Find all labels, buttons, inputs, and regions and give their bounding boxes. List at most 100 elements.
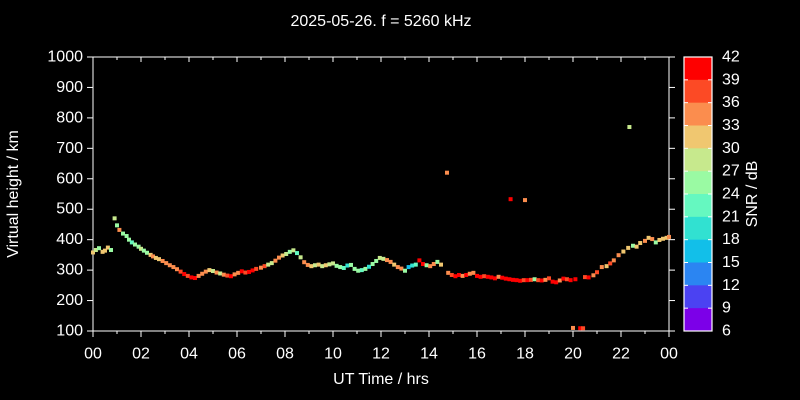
data-point xyxy=(189,275,194,280)
x-tick-label: 00 xyxy=(84,346,102,363)
data-point xyxy=(565,277,569,282)
data-point xyxy=(153,255,158,260)
colorbar-tick-label: 42 xyxy=(722,49,740,66)
data-point xyxy=(523,198,527,203)
colorbar-tick-label: 33 xyxy=(722,117,740,134)
data-point xyxy=(171,265,176,270)
data-point xyxy=(399,266,404,271)
colorbar-tick-labels: 42 39 36 33 30 27 24 21 18 15 12 9 6 xyxy=(722,49,740,340)
data-point xyxy=(115,223,119,228)
data-point xyxy=(431,262,436,267)
data-point xyxy=(392,262,397,267)
data-point xyxy=(103,248,107,253)
data-point xyxy=(518,278,523,283)
data-point xyxy=(493,276,497,281)
data-point xyxy=(449,272,454,277)
data-point xyxy=(536,278,541,283)
data-point xyxy=(421,262,425,267)
colorbar-segment xyxy=(684,262,712,286)
data-point xyxy=(129,240,134,245)
data-point xyxy=(388,259,393,264)
data-point xyxy=(573,277,578,282)
colorbar-tick-label: 36 xyxy=(722,94,740,111)
data-point xyxy=(327,262,332,267)
data-point xyxy=(247,269,251,274)
data-point xyxy=(424,263,429,268)
data-point xyxy=(485,274,490,279)
data-point xyxy=(457,272,461,277)
data-point xyxy=(313,263,317,268)
data-point xyxy=(352,266,357,271)
data-point xyxy=(109,248,113,253)
data-point xyxy=(514,278,519,283)
data-point xyxy=(225,273,230,278)
data-point xyxy=(334,263,339,268)
data-point xyxy=(406,265,411,270)
data-point xyxy=(320,264,325,269)
data-point xyxy=(460,273,465,278)
data-point xyxy=(664,235,669,240)
data-point xyxy=(287,249,292,254)
data-point xyxy=(309,264,314,269)
data-point xyxy=(508,197,513,202)
data-point xyxy=(133,242,137,247)
data-point xyxy=(557,278,562,283)
colorbar-segment xyxy=(684,194,712,218)
colorbar-segment xyxy=(684,125,712,149)
colorbar-segment xyxy=(684,57,712,81)
data-point xyxy=(503,276,508,281)
data-point xyxy=(148,252,153,257)
data-point xyxy=(359,268,364,273)
data-point xyxy=(298,255,303,260)
y-tick-label: 900 xyxy=(56,79,83,96)
data-point xyxy=(356,268,361,273)
data-point xyxy=(316,262,321,267)
data-point xyxy=(160,258,165,263)
colorbar-tick-label: 30 xyxy=(722,140,740,157)
data-point xyxy=(627,125,632,130)
data-point xyxy=(341,265,346,270)
y-tick-label: 800 xyxy=(56,109,83,126)
data-point xyxy=(185,273,190,278)
colorbar-tick-label: 18 xyxy=(722,231,740,248)
data-point xyxy=(543,277,548,282)
y-tick-label: 400 xyxy=(56,231,83,248)
y-tick-label: 200 xyxy=(56,292,83,309)
data-point xyxy=(345,263,350,268)
data-point xyxy=(331,261,335,266)
y-axis-ticks xyxy=(87,56,675,332)
data-point xyxy=(157,257,161,262)
x-tick-label: 20 xyxy=(564,346,582,363)
data-point xyxy=(232,272,237,277)
data-point xyxy=(403,268,407,273)
data-point xyxy=(657,237,662,242)
data-point xyxy=(305,262,310,267)
x-tick-label: 04 xyxy=(180,346,198,363)
data-point xyxy=(608,261,613,266)
data-point xyxy=(604,264,609,269)
data-point xyxy=(532,277,537,282)
colorbar-tick-label: 21 xyxy=(722,208,740,225)
data-point xyxy=(218,271,223,276)
data-point xyxy=(127,237,131,242)
data-point xyxy=(254,266,259,271)
colorbar-tick-label: 6 xyxy=(722,323,731,340)
colorbar-segment xyxy=(684,79,712,104)
y-tick-label: 100 xyxy=(56,323,83,340)
data-point xyxy=(377,255,382,260)
data-point xyxy=(374,258,379,263)
data-point xyxy=(97,246,101,251)
data-point xyxy=(496,274,501,279)
data-point xyxy=(100,249,105,254)
data-point xyxy=(568,278,573,283)
data-point xyxy=(243,270,248,275)
x-tick-label: 18 xyxy=(516,346,534,363)
chart-title: 2025-05-26. f = 5260 kHz xyxy=(290,13,472,30)
colorbar-segment xyxy=(684,148,712,172)
data-point xyxy=(595,270,599,275)
data-point xyxy=(547,276,551,281)
data-point xyxy=(653,240,658,245)
data-point xyxy=(124,234,129,239)
data-point xyxy=(621,249,626,254)
data-point xyxy=(93,248,98,253)
